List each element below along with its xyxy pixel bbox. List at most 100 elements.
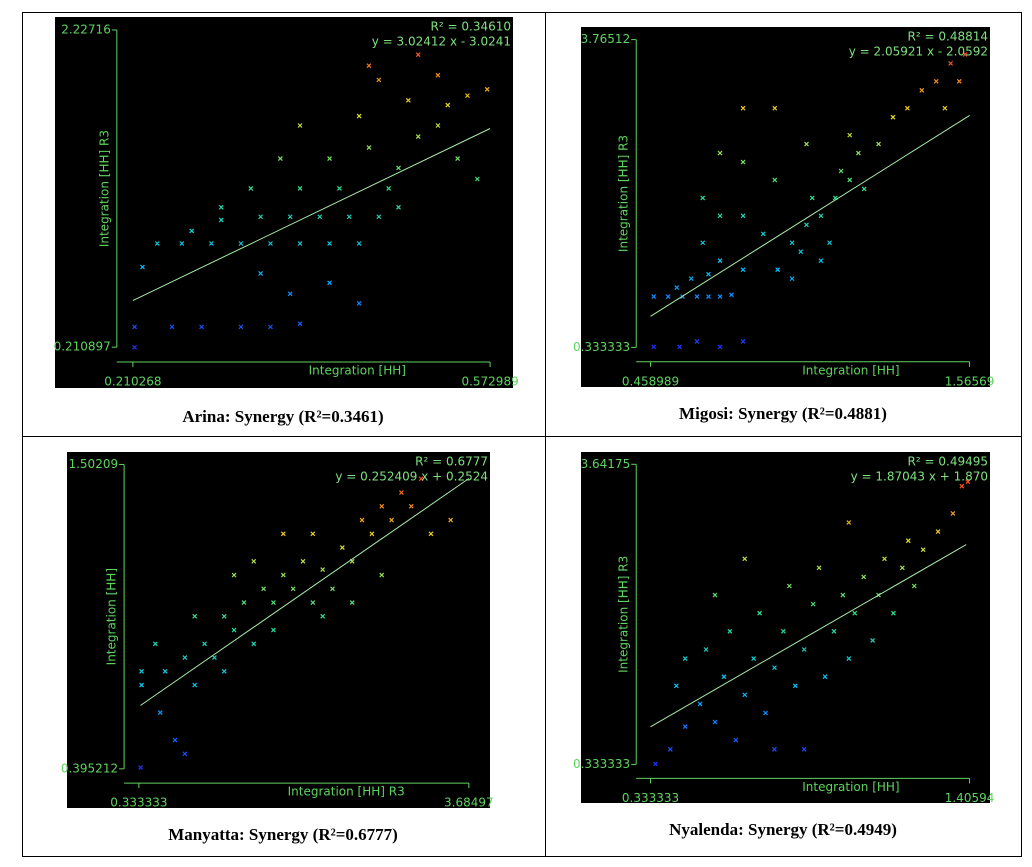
data-point: [772, 105, 778, 111]
data-point: [152, 641, 158, 647]
data-point: [231, 627, 237, 633]
annotation: R² = 0.48814: [908, 30, 988, 44]
data-point: [809, 195, 815, 201]
x-tick-label: 1.56569: [945, 374, 995, 388]
data-point: [933, 78, 939, 84]
data-point: [327, 156, 332, 161]
x-tick-label: 1.40594: [945, 791, 995, 805]
data-point: [389, 517, 395, 523]
data-point: [694, 294, 700, 299]
trend-line: [140, 478, 470, 706]
data-point: [415, 52, 421, 58]
data-point: [876, 141, 881, 147]
data-point: [386, 186, 392, 191]
data-point: [199, 324, 204, 330]
data-point: [218, 204, 224, 210]
data-point: [831, 628, 837, 634]
data-point: [261, 586, 267, 592]
data-point: [665, 294, 671, 299]
data-point: [366, 63, 372, 69]
data-point: [700, 240, 706, 246]
data-point: [962, 51, 968, 57]
y-tick-label: 2.22716: [61, 22, 111, 36]
data-point: [251, 641, 257, 647]
chart-panel: 0.210897 2.22716 0.210268 0.572989 Integrati…: [54, 17, 519, 389]
data-point: [935, 529, 941, 534]
data-point: [733, 737, 739, 743]
data-point: [956, 78, 962, 84]
data-point: [405, 97, 411, 103]
data-point: [789, 276, 795, 282]
data-point: [760, 231, 766, 237]
data-point: [703, 647, 709, 652]
data-point: [772, 177, 778, 183]
y-tick-label: 1.50209: [68, 457, 118, 471]
data-point: [336, 186, 342, 191]
x-axis-label: Integration [HH]: [802, 780, 899, 794]
data-point: [138, 765, 143, 770]
data-point: [297, 123, 303, 128]
data-point: [287, 291, 293, 297]
data-point: [919, 87, 925, 93]
y-axis-label: Integration [HH] R3: [97, 130, 111, 247]
table-frame: [22, 12, 1022, 857]
data-point: [801, 647, 807, 652]
data-point: [408, 503, 414, 509]
data-point: [428, 531, 434, 537]
data-point: [899, 565, 905, 571]
data-point: [251, 558, 257, 564]
data-point: [772, 665, 777, 671]
data-point: [804, 222, 809, 228]
data-point: [651, 344, 657, 350]
data-point: [290, 586, 296, 592]
x-axis-label: Integration [HH]: [309, 364, 406, 378]
data-point: [740, 159, 746, 165]
data-point: [445, 102, 451, 108]
data-point: [356, 113, 362, 119]
data-point: [330, 586, 335, 592]
data-point: [221, 613, 227, 619]
data-point: [140, 264, 145, 270]
data-point: [297, 241, 303, 246]
data-point: [911, 583, 917, 589]
data-point: [694, 338, 700, 344]
data-point: [905, 538, 911, 544]
data-point: [218, 217, 224, 223]
data-point: [740, 105, 746, 111]
y-tick-label: 0.333333: [573, 757, 630, 771]
data-point: [786, 583, 792, 589]
data-point: [818, 213, 824, 219]
data-point: [356, 241, 362, 246]
caption: Nyalenda: Synergy (R²=0.4949): [669, 820, 897, 839]
y-tick-label: 0.333333: [573, 340, 630, 354]
data-point: [238, 241, 244, 246]
data-point: [208, 241, 214, 246]
data-point: [271, 627, 276, 633]
data-point: [297, 186, 303, 191]
data-point: [772, 746, 777, 752]
data-point: [717, 213, 723, 219]
data-point: [139, 668, 144, 674]
data-point: [221, 668, 227, 674]
data-point: [801, 746, 807, 752]
data-point: [792, 683, 798, 689]
x-tick-label: 0.333333: [110, 796, 167, 810]
data-point: [182, 751, 188, 757]
data-point: [474, 176, 480, 182]
data-point: [904, 105, 910, 111]
data-point: [688, 276, 694, 282]
chart-panel: 0.333333 3.64175 0.333333 1.40594 Integratio…: [573, 452, 994, 805]
data-point: [891, 610, 896, 616]
data-point: [231, 572, 237, 578]
data-point: [950, 511, 956, 516]
data-point: [717, 150, 723, 156]
data-point: [172, 737, 178, 743]
data-point: [435, 72, 441, 78]
data-point: [415, 134, 421, 139]
data-point: [717, 294, 723, 299]
data-point: [789, 240, 795, 246]
data-point: [847, 132, 853, 138]
data-point: [327, 280, 332, 286]
data-point: [727, 628, 733, 634]
data-point: [846, 520, 852, 525]
